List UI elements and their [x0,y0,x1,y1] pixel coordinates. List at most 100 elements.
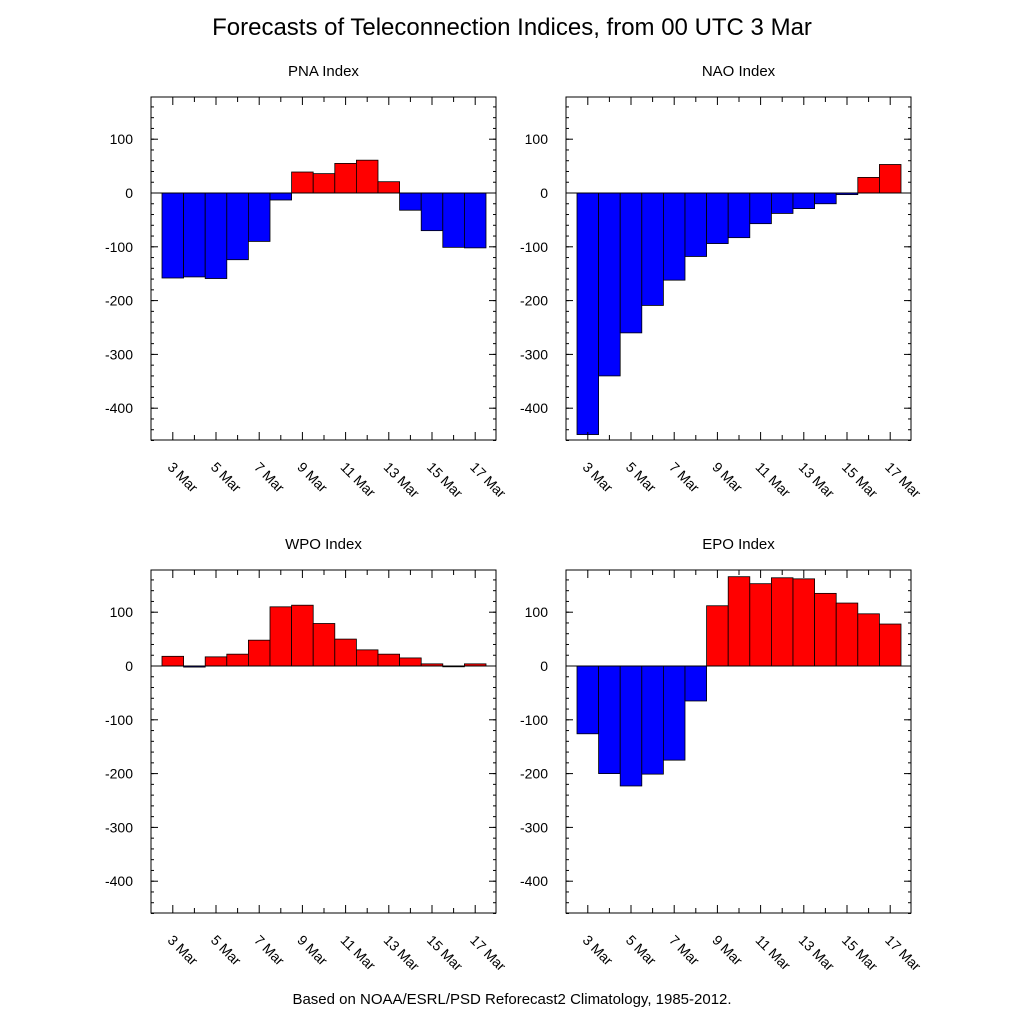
y-tick-label: -200 [520,293,548,309]
y-tick-label: -200 [105,766,133,782]
chart-panel-4: EPO Index 100 0 -100 -200 -300 -400 3 Mar 5 Mar 7… [520,536,924,974]
y-tick-label: 100 [525,604,549,620]
plot-frame [150,569,497,914]
x-tick-label: 13 Mar [381,932,423,974]
x-tick-label: 7 Mar [251,459,288,496]
x-tick-label: 11 Mar [337,459,379,501]
y-tick-label: -400 [105,873,133,889]
bar-7-mar [663,665,686,761]
bar-13-mar [377,653,401,667]
y-tick-label: -300 [520,819,548,835]
x-tick-label: 7 Mar [251,932,288,969]
x-tick-label: 3 Mar [165,932,202,969]
y-tick-label: 100 [110,604,134,620]
x-tick-label: 13 Mar [796,932,838,974]
x-tick-label: 17 Mar [882,459,924,501]
x-tick-label: 3 Mar [580,932,617,969]
bar-8-mar [269,192,293,201]
y-tick-label: -100 [520,712,548,728]
bar-11-mar [334,638,357,667]
y-tick-label: -100 [105,239,133,255]
bar-4-mar [598,192,621,377]
bar-9-mar [291,604,314,667]
bar-16-mar [442,192,465,248]
panel-title: EPO Index [702,536,775,553]
x-tick-label: 3 Mar [580,459,617,496]
x-tick-label: 17 Mar [467,932,509,974]
x-tick-label: 7 Mar [666,459,703,496]
y-tick-label: 100 [525,131,549,147]
x-tick-label: 7 Mar [666,932,703,969]
bar-8-mar [684,192,708,257]
bar-11-mar [749,192,772,225]
bar-5-mar [619,192,643,334]
bar-17-mar [879,164,902,194]
x-tick-label: 5 Mar [623,932,660,969]
y-tick-label: 0 [540,658,548,674]
panel-title: NAO Index [702,63,776,80]
chart-panel-3: WPO Index 100 0 -100 -200 -300 -400 3 Mar 5 Mar 7… [105,536,509,974]
bar-4-mar [183,192,206,278]
y-tick-label: -400 [105,400,133,416]
panel-title: WPO Index [285,536,362,553]
bar-12-mar [771,577,794,667]
bar-4-mar [598,665,621,774]
y-tick-label: 0 [125,658,133,674]
y-tick-label: -200 [105,293,133,309]
x-tick-label: 15 Mar [424,932,466,974]
panel-title: PNA Index [288,63,359,80]
bar-6-mar [641,192,664,306]
bar-14-mar [399,192,422,211]
footer-note: Based on NOAA/ESRL/PSD Reforecast2 Clima… [292,991,732,1008]
x-tick-label: 11 Mar [337,932,379,974]
x-tick-label: 11 Mar [752,459,794,501]
x-tick-label: 3 Mar [165,459,202,496]
y-tick-label: -100 [520,239,548,255]
x-tick-label: 5 Mar [208,932,245,969]
bar-11-mar [334,163,357,194]
chart-panel-1: PNA Index 100 0 -100 -200 -300 -400 3 Mar 5 Mar 7… [105,63,509,501]
bar-5-mar [204,192,228,279]
bar-11-mar [749,583,772,667]
bar-13-mar [377,181,401,194]
bar-9-mar [291,171,314,194]
x-tick-label: 9 Mar [709,459,746,496]
bar-9-mar [706,605,729,667]
bar-16-mar [857,176,880,194]
y-tick-label: 0 [125,185,133,201]
bar-14-mar [399,657,422,667]
x-tick-label: 5 Mar [623,459,660,496]
y-tick-label: -400 [520,400,548,416]
bar-3-mar [161,192,185,279]
x-tick-label: 17 Mar [882,932,924,974]
bar-3-mar [576,665,600,735]
bar-14-mar [814,592,837,667]
bar-5-mar [204,656,228,667]
bar-7-mar [247,192,271,242]
bar-13-mar [792,192,816,210]
y-tick-label: -400 [520,873,548,889]
bar-6-mar [226,653,249,667]
x-tick-label: 15 Mar [839,932,881,974]
bar-12-mar [355,159,379,194]
bar-15-mar [420,192,444,232]
x-tick-label: 13 Mar [381,459,423,501]
y-tick-label: -200 [520,766,548,782]
x-tick-label: 17 Mar [467,459,509,501]
bar-8-mar [684,665,708,702]
y-tick-label: -300 [105,346,133,362]
bar-8-mar [269,606,293,667]
bar-10-mar [727,192,751,239]
bar-12-mar [771,192,794,214]
x-tick-label: 13 Mar [796,459,838,501]
bar-6-mar [641,665,664,775]
x-tick-label: 5 Mar [208,459,245,496]
bar-17-mar [879,623,902,667]
x-tick-label: 9 Mar [294,932,331,969]
bar-6-mar [226,192,249,261]
y-tick-label: -300 [105,819,133,835]
y-tick-label: 100 [110,131,134,147]
bar-3-mar [161,655,185,667]
figure-title: Forecasts of Teleconnection Indices, fro… [212,14,812,41]
